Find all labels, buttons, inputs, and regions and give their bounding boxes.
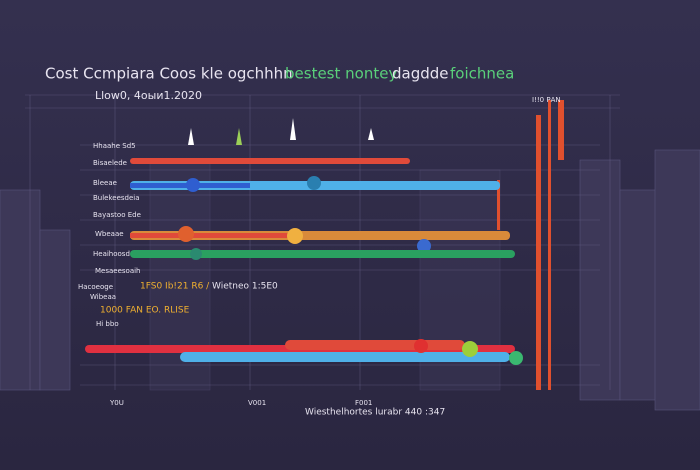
title: foichnea	[450, 65, 514, 83]
spikes	[188, 100, 564, 390]
annotation: 1FS0 Ib!21 R6 /	[140, 282, 210, 292]
row-label: Bayastoo Ede	[93, 211, 141, 219]
footer: Wiesthelhortes lurabr 440 :347	[305, 408, 445, 418]
corner-note: I!!0 РAN	[532, 96, 561, 104]
row-label: Bisaelede	[93, 159, 127, 167]
annotation: 1000 FAN EO. RLISE	[100, 306, 190, 316]
x-label: Y0U	[109, 399, 124, 407]
x-label: F001	[355, 399, 372, 407]
title: bestest nontey	[285, 65, 397, 83]
title: Cost Ccmpiara Coos kle ogchhhn	[45, 65, 293, 83]
grid	[25, 94, 620, 390]
x-label: V001	[248, 399, 266, 407]
annotation: Wietneo 1:5E0	[212, 282, 278, 292]
row-label: Wibeaa	[90, 293, 116, 301]
row-label: Hacoeoge	[78, 283, 113, 291]
row-label: Heaihoosd	[93, 250, 130, 258]
row-label: Mesaeesoaih	[95, 267, 141, 275]
row-label: Hhaahe Sd5	[93, 142, 136, 150]
row-label: Bleeae	[93, 179, 117, 187]
row-label: Hi bbo	[96, 320, 119, 328]
row-labels: Hhaahe Sd5 Bisaelede Bleeae Bulekeesdeia…	[78, 142, 141, 328]
bars	[85, 158, 523, 365]
row-label: Wbeaae	[95, 230, 124, 238]
row-label: Bulekeesdeia	[93, 194, 140, 202]
title: dagdde	[392, 65, 449, 83]
subtitle: Llow0, 4oыи1.2020	[95, 89, 202, 102]
